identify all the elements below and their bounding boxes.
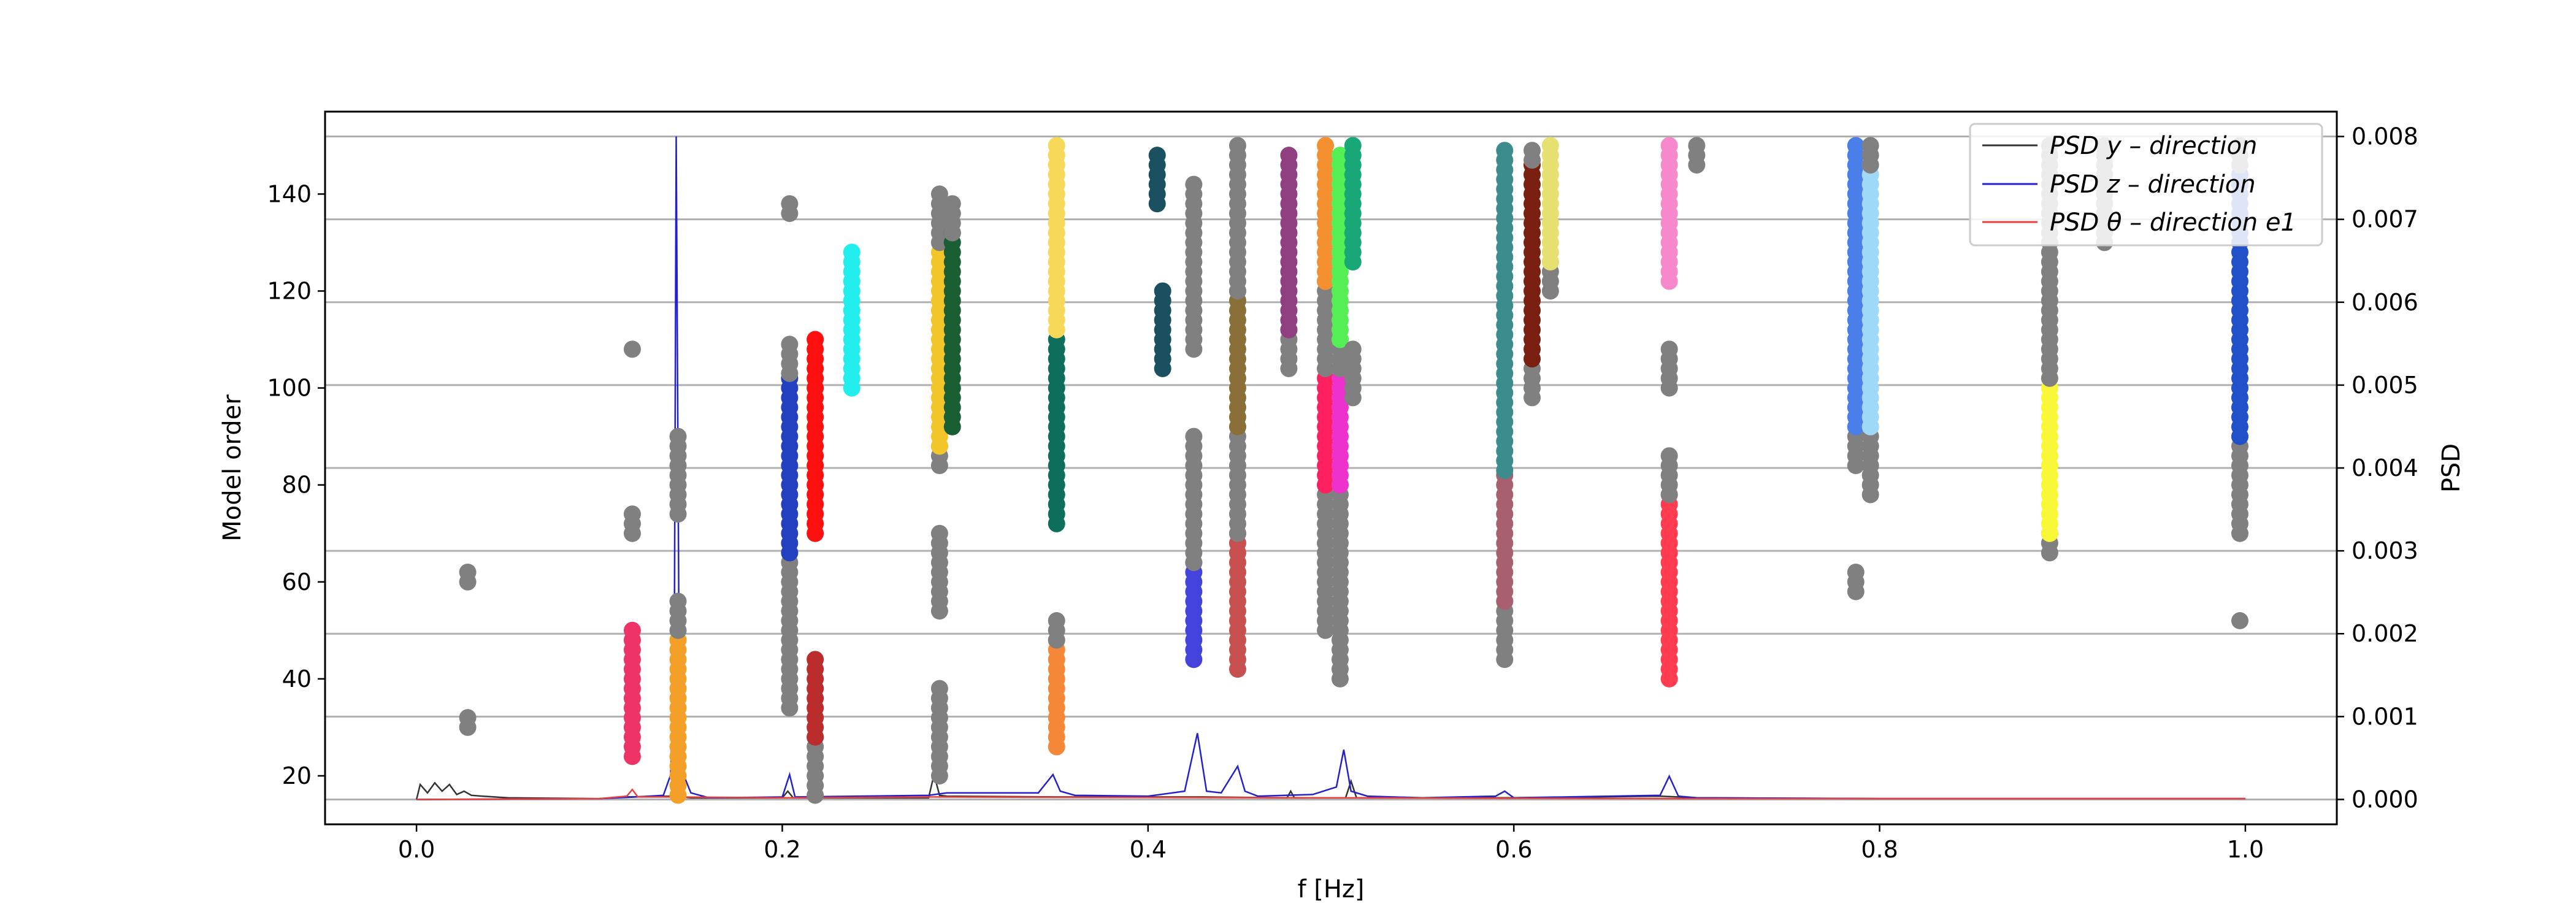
- stabilization-point: [669, 427, 687, 445]
- stabilization-point: [459, 563, 477, 581]
- y-right-tick-label: 0.003: [2352, 537, 2418, 564]
- stabilization-point: [1688, 137, 1706, 155]
- y-left-tick-label: 40: [282, 665, 312, 692]
- y-right-tick-label: 0.001: [2352, 703, 2418, 730]
- x-tick-label: 0.6: [1495, 836, 1532, 863]
- stabilization-point: [623, 505, 641, 523]
- y-right-tick-label: 0.008: [2352, 123, 2418, 150]
- y-left-tick-label: 60: [282, 569, 312, 596]
- stabilization-point: [1331, 147, 1349, 164]
- y-right-tick-label: 0.006: [2352, 289, 2418, 316]
- stabilization-point: [1541, 137, 1559, 155]
- y-left-tick-label: 140: [267, 180, 312, 207]
- legend-label-y: PSD y – direction: [2050, 132, 2257, 160]
- stabilization-point: [1048, 137, 1065, 155]
- stabilization-point: [2231, 612, 2248, 629]
- stabilization-point: [930, 524, 948, 542]
- legend-box: [1969, 123, 2323, 247]
- stabilization-point: [1660, 137, 1678, 155]
- stabilization-point: [623, 621, 641, 639]
- stabilization-point: [623, 340, 641, 358]
- y-axis-right: 0.000 0.001 0.002 0.003 0.004 0.005 0.006 0.007…: [2337, 123, 2418, 813]
- y-right-tick-label: 0.000: [2352, 786, 2418, 813]
- legend-label-z: PSD z – direction: [2050, 171, 2256, 199]
- stabilization-point: [669, 592, 687, 610]
- stabilization-point: [1317, 137, 1335, 155]
- stabilization-point: [1861, 137, 1879, 155]
- y-left-tick-label: 20: [282, 762, 312, 789]
- stabilization-point: [807, 651, 824, 669]
- stabilization-point: [1344, 137, 1362, 155]
- y-axis-left: 20 40 60 80 100 120 140: [267, 180, 325, 789]
- x-axis: 0.0 0.2 0.4 0.6 0.8 1.0: [398, 824, 2264, 863]
- x-axis-title: f [Hz]: [1297, 875, 1364, 903]
- y-axis-right-title: PSD: [2437, 443, 2466, 493]
- stabilization-point: [1148, 147, 1166, 164]
- stabilization-point: [930, 185, 948, 203]
- y-right-tick-label: 0.005: [2352, 372, 2418, 399]
- stabilization-point: [943, 195, 961, 213]
- x-tick-label: 0.0: [398, 836, 435, 863]
- stabilization-point: [1048, 612, 1065, 629]
- stabilization-point: [1524, 142, 1541, 159]
- stabilization-point: [1185, 427, 1203, 445]
- legend-label-theta: PSD θ – direction e1: [2050, 209, 2296, 237]
- y-right-tick-label: 0.004: [2352, 454, 2418, 481]
- y-left-tick-label: 120: [267, 277, 312, 304]
- y-axis-left-title: Model order: [218, 394, 247, 542]
- x-tick-label: 0.2: [764, 836, 800, 863]
- legend: PSD y – direction PSD z – direction PSD …: [1969, 123, 2323, 247]
- y-left-tick-label: 80: [282, 472, 312, 499]
- stabilization-point: [459, 709, 477, 727]
- stabilization-point: [1229, 137, 1246, 155]
- x-tick-label: 0.4: [1130, 836, 1167, 863]
- y-right-tick-label: 0.002: [2352, 620, 2418, 647]
- stabilization-point: [843, 243, 861, 261]
- stabilization-point: [807, 331, 824, 348]
- stabilization-point: [1660, 340, 1678, 358]
- stabilization-point: [930, 680, 948, 697]
- stabilization-point: [1847, 563, 1865, 581]
- x-tick-label: 1.0: [2227, 836, 2264, 863]
- stabilization-point: [1154, 282, 1171, 300]
- x-tick-label: 0.8: [1861, 836, 1898, 863]
- stabilization-point: [1496, 142, 1514, 159]
- y-left-tick-label: 100: [267, 375, 312, 402]
- stabilization-point: [1344, 340, 1362, 358]
- stabilization-point: [1847, 137, 1865, 155]
- stabilization-point: [1280, 147, 1298, 164]
- y-right-tick-label: 0.007: [2352, 206, 2418, 233]
- stabilization-point: [781, 335, 799, 353]
- stabilization-point: [781, 195, 799, 213]
- stabilization-point: [1185, 175, 1203, 193]
- stabilization-point: [1660, 447, 1678, 465]
